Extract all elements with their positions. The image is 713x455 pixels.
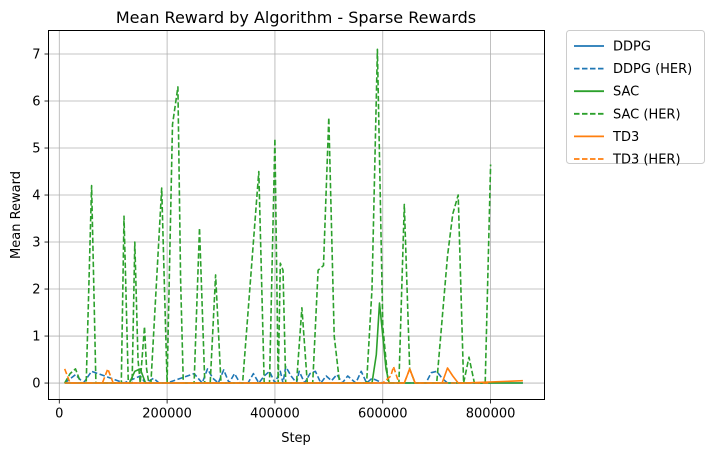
series-line-sac-her <box>64 48 492 384</box>
x-tick-label: 400000 <box>250 407 300 422</box>
legend-label-sac-her: SAC (HER) <box>613 107 681 122</box>
y-axis-label: Mean Reward <box>9 171 24 259</box>
y-tick-label: 0 <box>32 377 40 392</box>
x-tick-label: 200000 <box>142 407 192 422</box>
grid-lines <box>48 30 545 400</box>
series-lines <box>63 48 523 384</box>
y-tick-label: 3 <box>32 236 40 251</box>
legend-box <box>566 30 705 164</box>
legend-label-sac: SAC <box>613 85 639 100</box>
legend-label-ddpg-her: DDPG (HER) <box>613 62 692 77</box>
x-tick-label: 800000 <box>466 407 516 422</box>
legend-label-td3-her: TD3 (HER) <box>612 153 681 168</box>
legend-label-td3: TD3 <box>612 130 639 145</box>
legend: DDPG DDPG (HER) SAC SAC (HER) TD3 TD3 (HER) <box>566 30 705 168</box>
x-tick-label: 600000 <box>358 407 408 422</box>
y-tick-label: 7 <box>32 48 40 63</box>
series-line-td3-her <box>63 365 491 384</box>
y-tick-label: 5 <box>32 142 40 157</box>
chart-title: Mean Reward by Algorithm - Sparse Reward… <box>116 8 476 27</box>
y-axis-ticks: 0 1 2 3 4 5 6 7 <box>32 48 49 392</box>
y-tick-label: 6 <box>32 95 40 110</box>
x-axis-label: Step <box>281 431 311 446</box>
plot-frame <box>48 30 545 400</box>
legend-label-ddpg: DDPG <box>613 40 651 55</box>
y-tick-label: 4 <box>32 189 40 204</box>
x-tick-label: 0 <box>55 407 63 422</box>
y-tick-label: 2 <box>32 283 40 298</box>
x-axis-ticks: 0 200000 400000 600000 800000 <box>55 399 516 422</box>
y-tick-label: 1 <box>32 330 40 345</box>
